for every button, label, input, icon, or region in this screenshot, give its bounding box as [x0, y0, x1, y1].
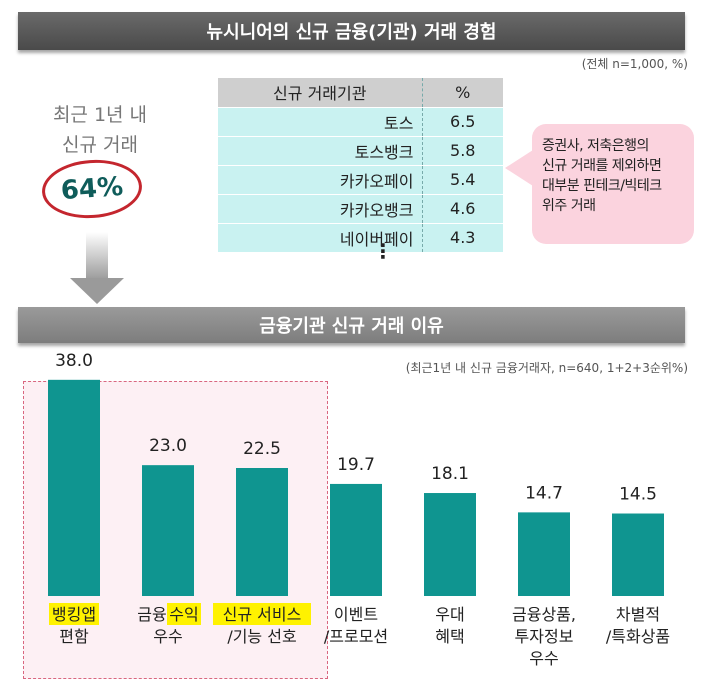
down-arrow-shaft	[86, 232, 108, 280]
table-row: 토스 6.5	[218, 106, 503, 136]
value-label: 14.7	[525, 483, 563, 503]
value-label: 38.0	[55, 351, 93, 371]
table-cell-pct: 4.3	[422, 222, 503, 252]
category-label: 금융	[137, 605, 166, 624]
bar	[330, 483, 382, 596]
category-label: /기능 선호	[227, 627, 296, 646]
down-arrow-icon	[70, 278, 124, 304]
category-label: 우대	[435, 605, 464, 624]
category-label: 차별적	[616, 605, 660, 624]
value-label: 23.0	[149, 436, 187, 456]
table-cell-pct: 6.5	[422, 106, 503, 136]
category-label: /특화상품	[606, 627, 670, 646]
category-label: 편함	[59, 627, 89, 646]
label-highlight	[213, 603, 311, 625]
bar	[142, 465, 194, 596]
callout-line: 신규 거래를 제외하면	[542, 158, 662, 174]
value-label: 19.7	[337, 455, 375, 475]
category-label: 혜택	[435, 627, 464, 646]
bar	[424, 493, 476, 596]
top-banner: 뉴시니어의 신규 금융(기관) 거래 경험	[18, 12, 685, 50]
new-institution-table: 신규 거래기관 % 토스 6.5 토스뱅크 5.8 카카오페이 5.4 카카오뱅크 4.…	[218, 78, 503, 252]
category-label: 뱅킹앱	[52, 605, 96, 624]
table-cell-name: 카카오뱅크	[218, 193, 423, 223]
table-cell-name: 토스	[218, 106, 423, 136]
callout-note: 증권사, 저축은행의 신규 거래를 제외하면 대부분 핀테크/빅테크 위주 거래	[532, 124, 694, 244]
category-label: 수익	[169, 605, 198, 624]
table-header-pct: %	[422, 78, 503, 107]
table-row: 카카오페이 5.4	[218, 164, 503, 194]
table-cell-name: 네이버페이	[218, 222, 423, 252]
label-highlight	[167, 603, 201, 625]
table-cell-pct: 5.4	[422, 164, 503, 194]
table-row: 네이버페이 4.3	[218, 222, 503, 252]
bar	[236, 468, 288, 596]
table-cell-pct: 5.8	[422, 135, 503, 165]
label-highlight	[49, 603, 99, 625]
table-row: 토스뱅크 5.8	[218, 135, 503, 165]
table-header-row: 신규 거래기관 %	[218, 78, 503, 107]
bottom-sample-note: (최근1년 내 신규 금융거래자, n=640, 1+2+3순위%)	[405, 361, 688, 375]
top-banner-title: 뉴시니어의 신규 금융(기관) 거래 경험	[206, 22, 497, 43]
bar	[612, 513, 664, 596]
table-cell-name: 토스뱅크	[218, 135, 423, 165]
top-sample-note: (전체 n=1,000, %)	[581, 57, 688, 71]
recent-trade-label-line1: 최근 1년 내	[52, 104, 148, 126]
callout-line: 증권사, 저축은행의	[542, 138, 649, 154]
callout-line: 대부분 핀테크/빅테크	[542, 178, 662, 194]
table-header-name: 신규 거래기관	[218, 78, 423, 107]
recent-trade-label-line2: 신규 거래	[62, 134, 138, 156]
category-label: 신규 서비스	[223, 605, 302, 624]
bottom-banner-title: 금융기관 신규 거래 이유	[259, 316, 444, 337]
bar	[518, 512, 570, 596]
category-label: 이벤트	[334, 605, 378, 624]
value-label: 18.1	[431, 464, 469, 484]
category-label: 금융상품,	[512, 605, 576, 624]
value-label: 14.5	[619, 485, 657, 505]
category-label: 우수	[529, 649, 558, 668]
table-cell-name: 카카오페이	[218, 164, 423, 194]
bar	[48, 379, 100, 596]
table-cell-pct: 4.6	[422, 193, 503, 223]
category-label: /프로모션	[324, 627, 388, 646]
category-label: 투자정보	[515, 627, 574, 646]
category-label: 우수	[153, 627, 182, 646]
table-row: 카카오뱅크 4.6	[218, 193, 503, 223]
bottom-banner: 금융기관 신규 거래 이유	[18, 307, 685, 343]
value-label: 22.5	[243, 439, 281, 459]
callout-line: 위주 거래	[542, 198, 596, 214]
callout-pointer	[505, 150, 533, 186]
recent-trade-label: 최근 1년 내 신규 거래	[30, 100, 170, 160]
